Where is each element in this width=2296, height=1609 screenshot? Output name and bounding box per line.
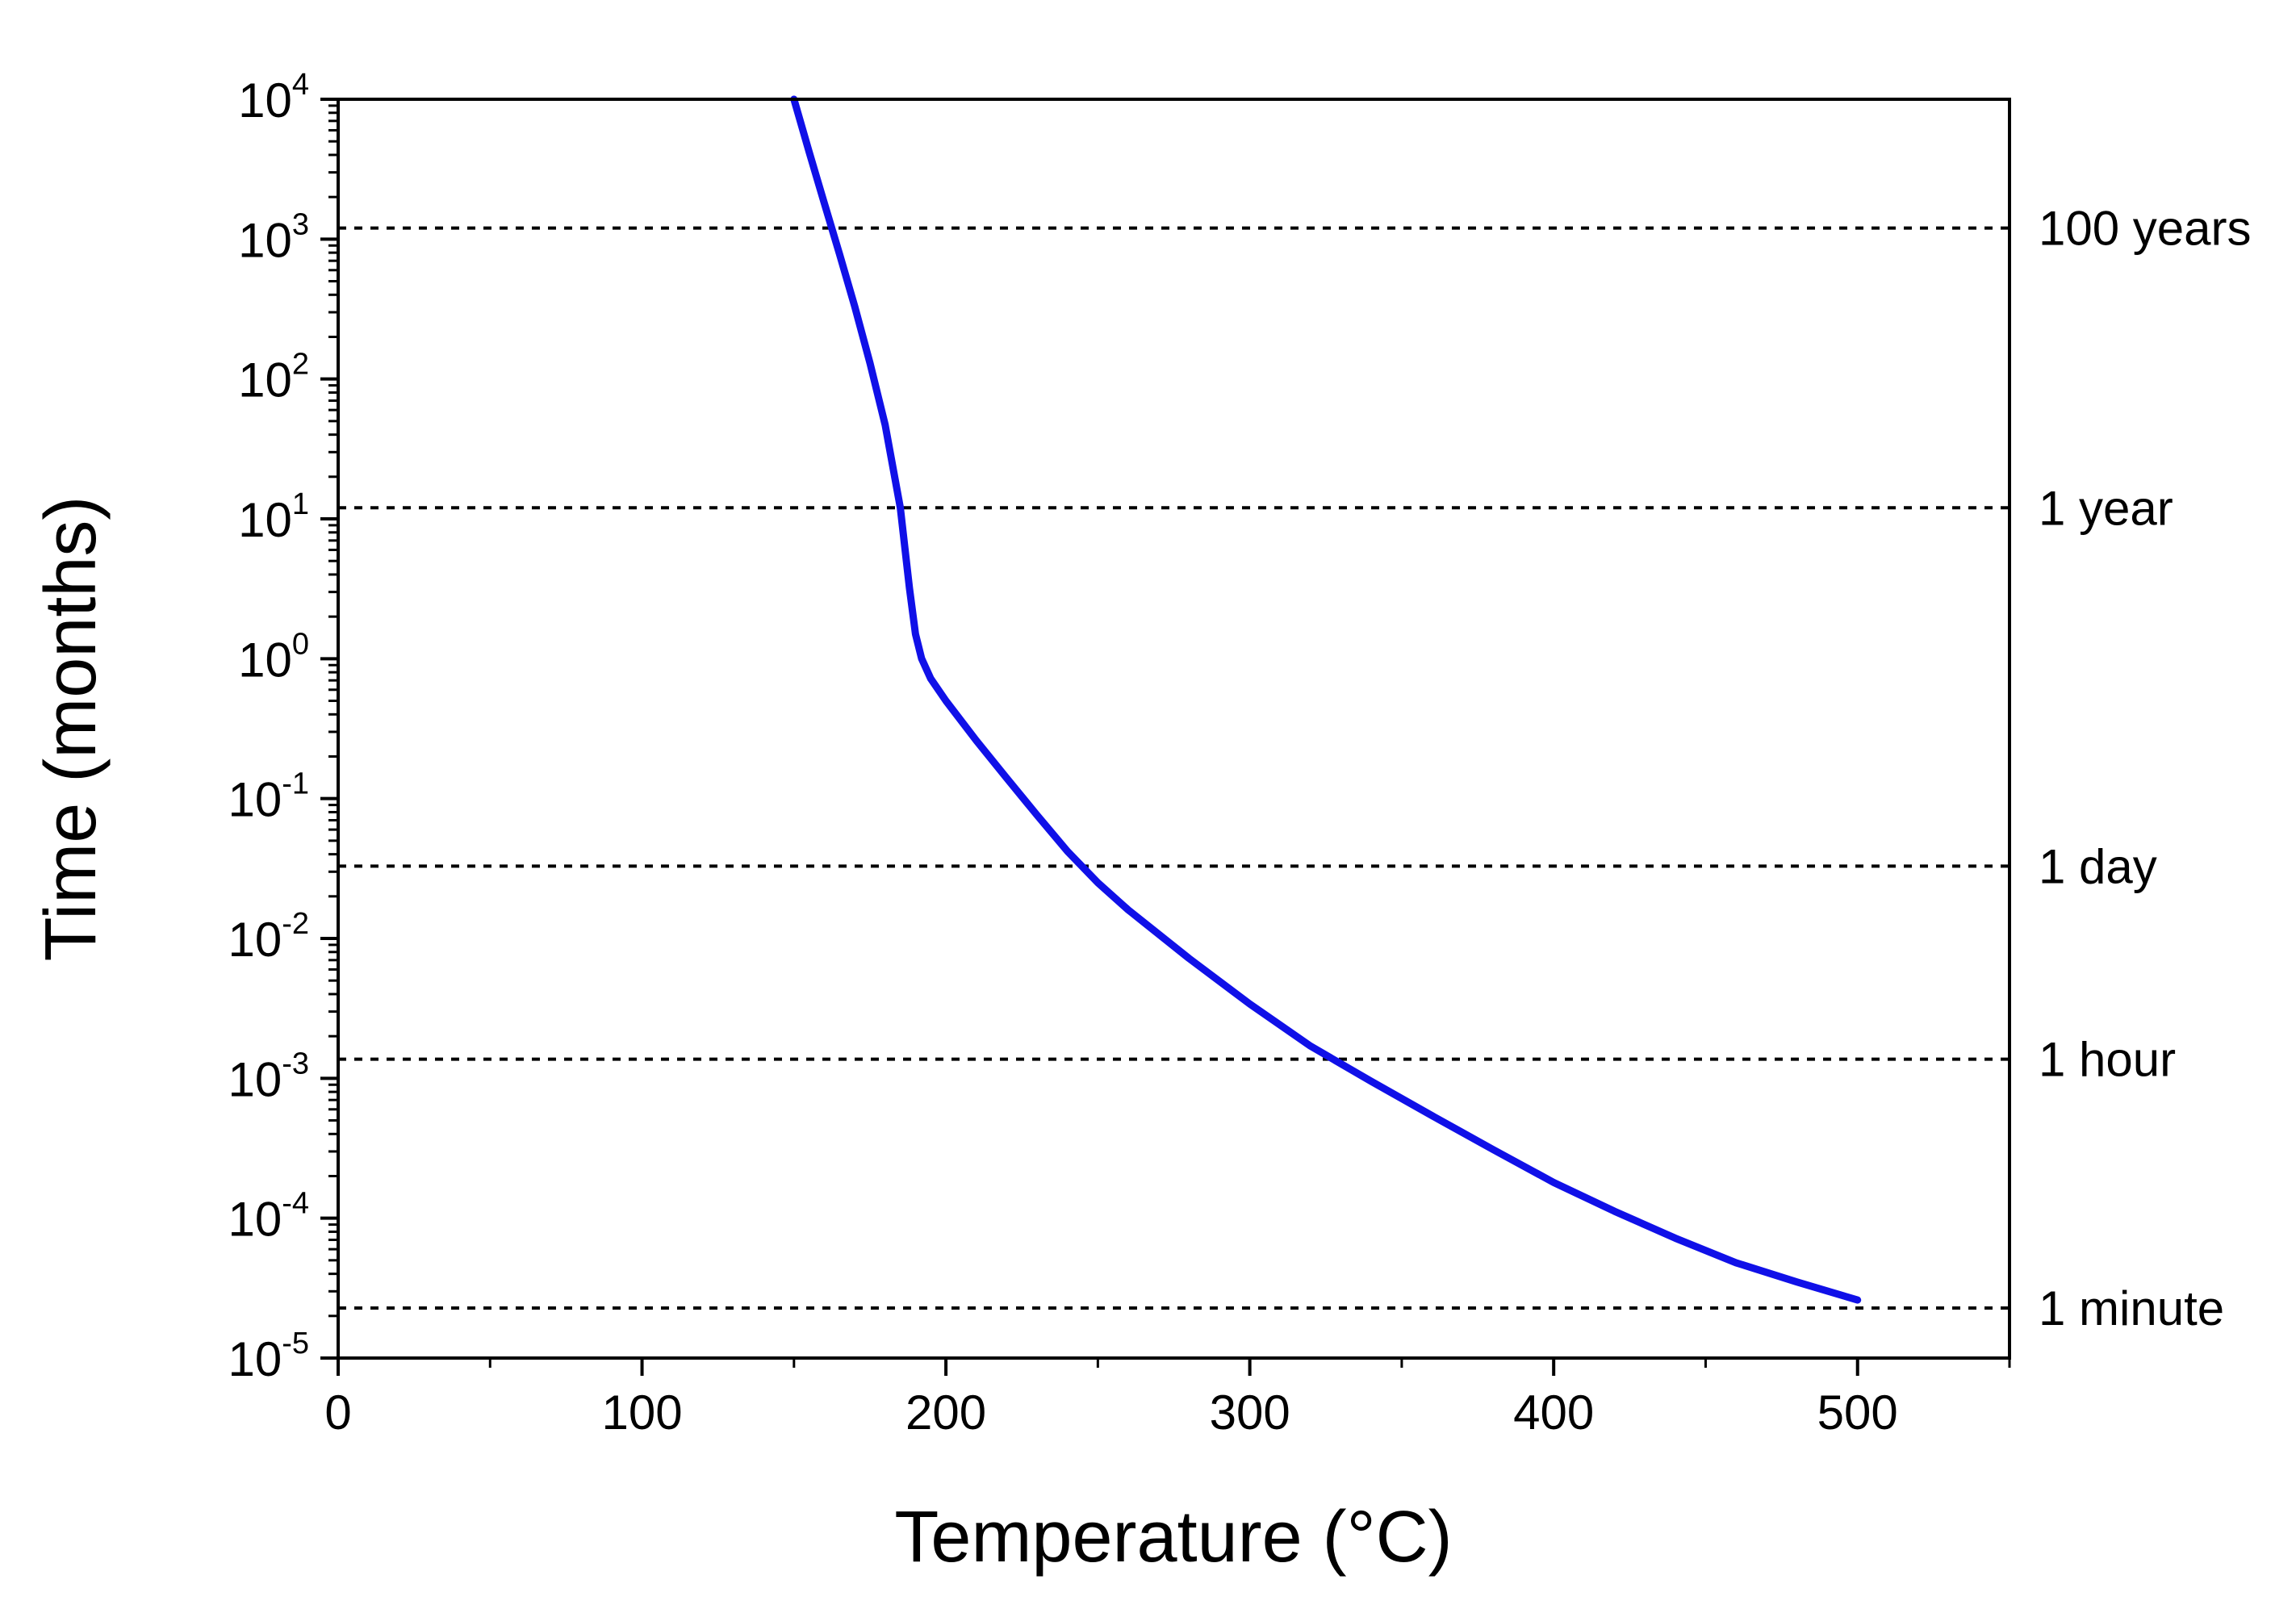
reference-label: 1 minute bbox=[2039, 1281, 2224, 1335]
y-tick-label: 100 bbox=[238, 627, 309, 687]
x-tick-label: 300 bbox=[1210, 1385, 1290, 1440]
y-tick-label: 101 bbox=[238, 487, 309, 547]
reference-label: 1 day bbox=[2039, 839, 2157, 893]
y-axis-title: Time (months) bbox=[31, 496, 111, 962]
x-tick-label: 200 bbox=[905, 1385, 986, 1440]
y-tick-label: 10-3 bbox=[228, 1047, 309, 1106]
y-tick-label: 10-4 bbox=[228, 1187, 309, 1247]
series-group bbox=[790, 95, 1862, 1304]
x-axis: 0 100 200 300 400 500 bbox=[324, 1358, 2011, 1440]
reference-lines bbox=[338, 226, 2010, 1310]
y-tick-label: 104 bbox=[238, 68, 309, 127]
x-tick-label: 400 bbox=[1513, 1385, 1594, 1440]
reference-label: 100 years bbox=[2039, 202, 2252, 256]
x-tick-label: 500 bbox=[1817, 1385, 1898, 1440]
reference-labels: 100 years 1 year 1 day 1 hour 1 minute bbox=[2039, 202, 2252, 1335]
y-tick-label: 10-1 bbox=[228, 767, 309, 827]
y-axis: 10-5 10-4 10-3 10-2 10-1 100 101 102 103 104 bbox=[228, 68, 338, 1386]
reference-label: 1 hour bbox=[2039, 1033, 2176, 1087]
y-tick-label: 10-2 bbox=[228, 907, 309, 967]
y-tick-label: 103 bbox=[238, 207, 309, 267]
reference-label: 1 year bbox=[2039, 481, 2173, 535]
y-tick-label: 102 bbox=[238, 348, 309, 407]
series-line-0 bbox=[790, 95, 1862, 1304]
x-tick-label: 0 bbox=[324, 1385, 351, 1440]
y-tick-label: 10-5 bbox=[228, 1327, 309, 1386]
plot-frame bbox=[337, 98, 2011, 1360]
x-axis-title: Temperature (°C) bbox=[894, 1497, 1452, 1578]
x-tick-label: 100 bbox=[601, 1385, 682, 1440]
